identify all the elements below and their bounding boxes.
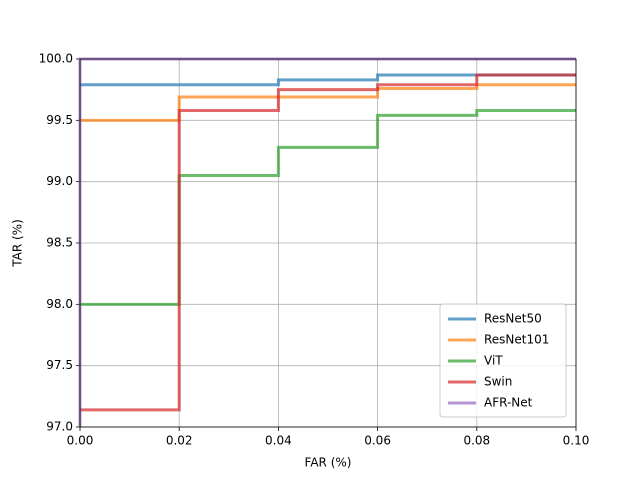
legend-box — [439, 303, 567, 418]
legend-label: Swin — [484, 375, 512, 389]
y-tick-label: 98.0 — [46, 297, 73, 311]
legend-label: ViT — [484, 354, 503, 368]
y-tick-label: 98.5 — [46, 236, 73, 250]
x-tick-label: 0.02 — [166, 434, 193, 448]
x-tick-label: 0.00 — [67, 434, 94, 448]
legend-label: ResNet101 — [484, 333, 549, 347]
legend: ResNet50 ResNet101 ViT Swin AFR-Net — [439, 303, 567, 418]
y-tick-label: 100.0 — [39, 52, 73, 66]
series-line — [80, 73, 576, 412]
y-axis-label: TAR (%) — [11, 219, 25, 268]
y-tick-label: 99.5 — [46, 113, 73, 127]
series-line — [80, 73, 576, 87]
x-tick-label: 0.10 — [563, 434, 590, 448]
x-axis-label: FAR (%) — [305, 456, 352, 470]
plot-frame — [79, 58, 577, 428]
y-tick-label: 97.5 — [46, 358, 73, 372]
x-tick-label: 0.06 — [364, 434, 391, 448]
y-tick-label: 97.0 — [46, 420, 73, 434]
legend-label: ResNet50 — [484, 312, 542, 326]
x-tick-label: 0.04 — [265, 434, 292, 448]
series-line — [80, 109, 576, 306]
y-tick-label: 99.0 — [46, 174, 73, 188]
x-tick-label: 0.08 — [463, 434, 490, 448]
legend-label: AFR-Net — [484, 396, 533, 410]
